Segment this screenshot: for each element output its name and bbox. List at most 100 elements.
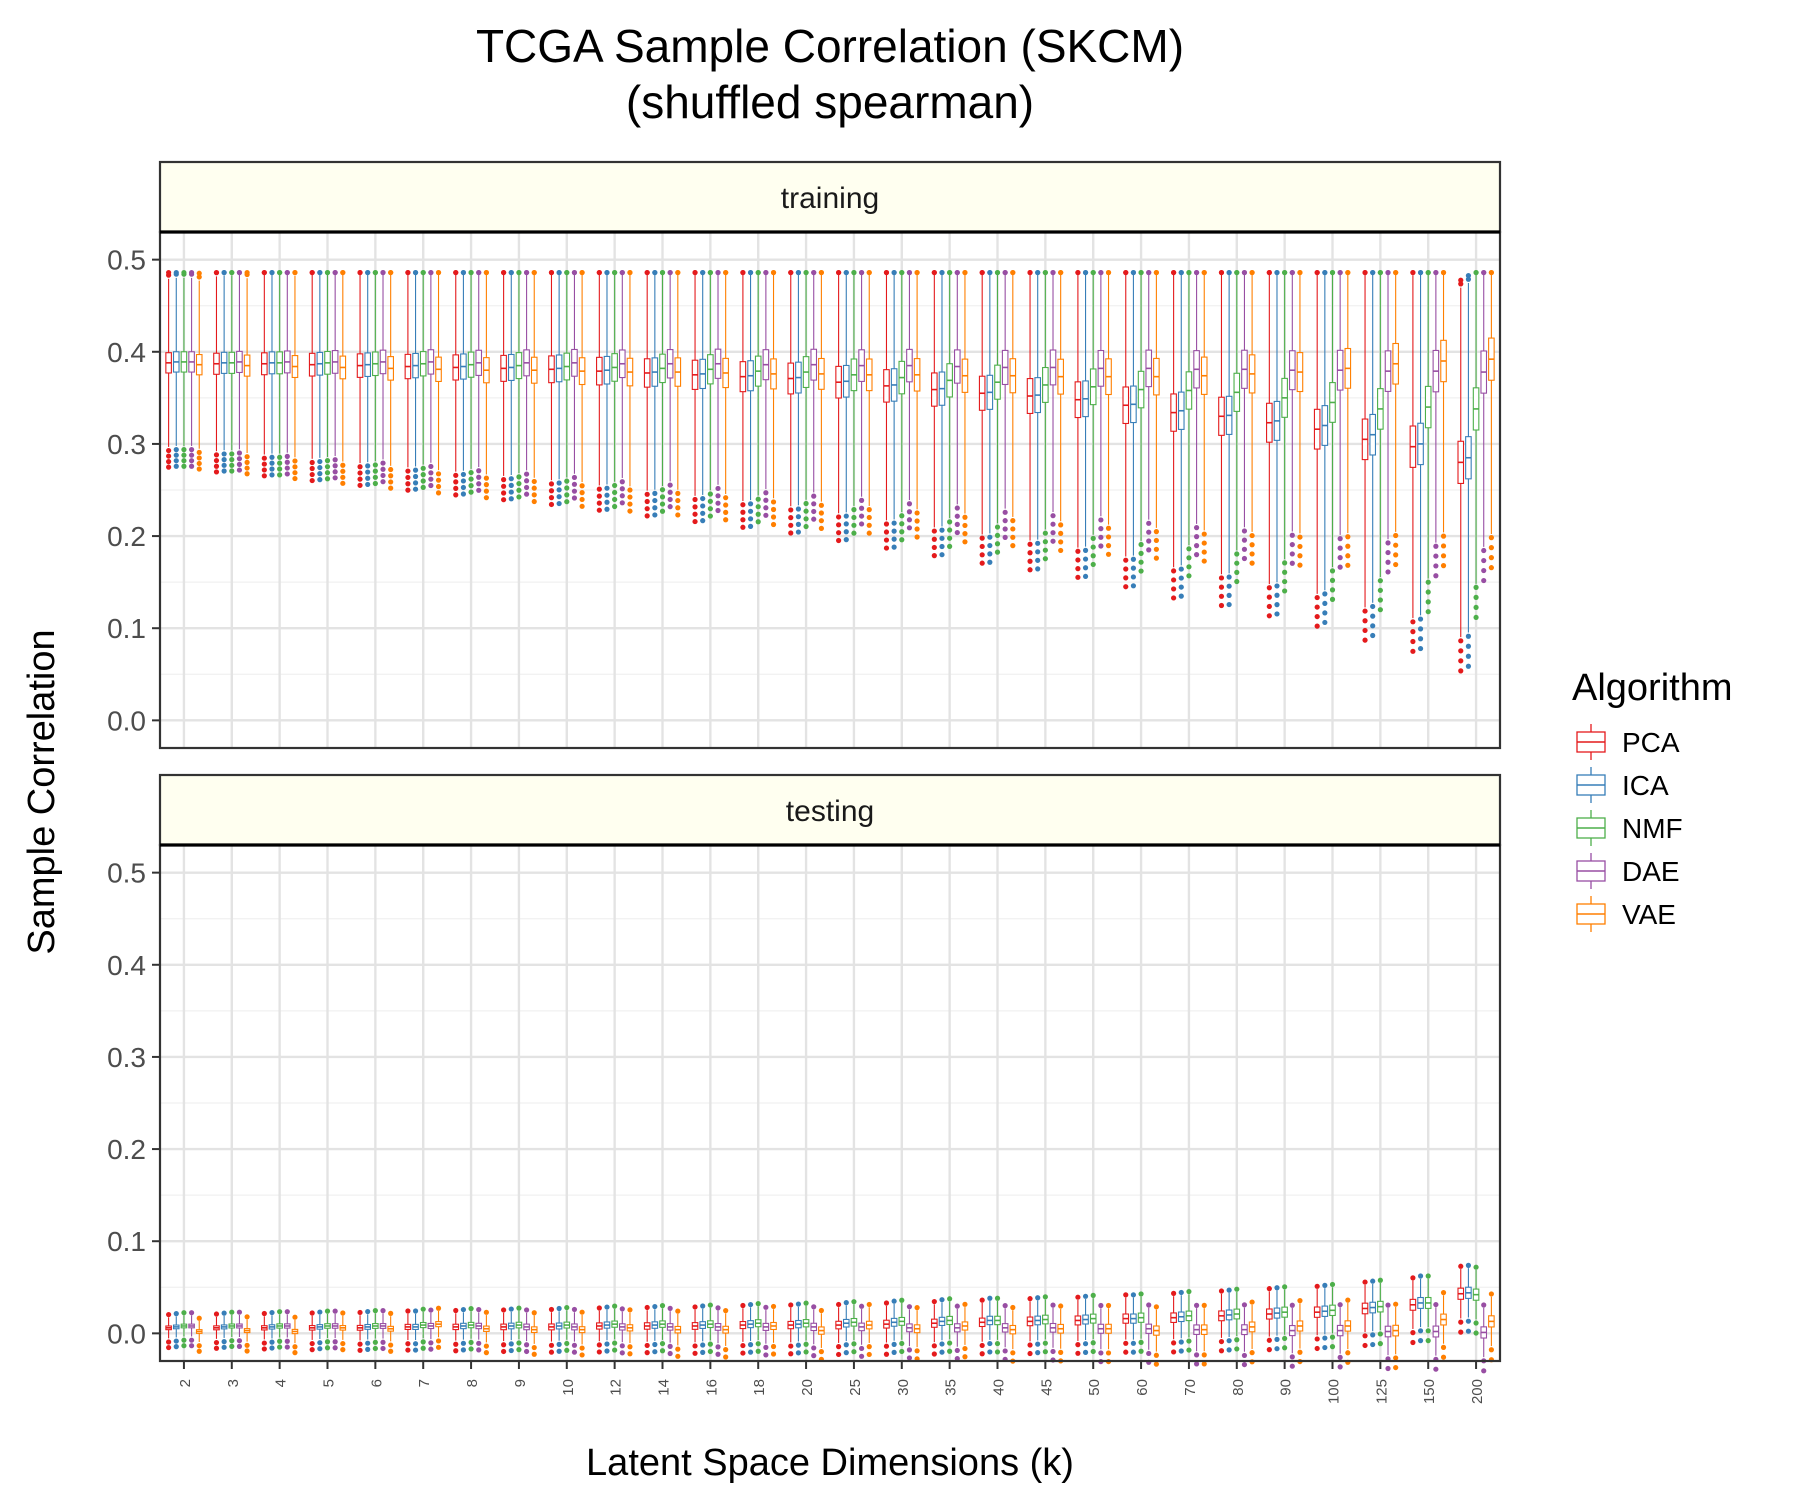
outlier-point [858,513,865,519]
outlier-point [652,490,658,496]
outlier-point [571,269,578,276]
outlier-point [954,1347,960,1354]
outlier-point [700,1342,706,1348]
box-vae-k200 [1488,269,1495,571]
outlier-point [357,1309,363,1316]
outlier-point [508,1341,514,1347]
outlier-point [236,450,243,456]
outlier-point [1010,269,1016,276]
outlier-point [1241,1361,1248,1368]
outlier-point [269,1345,275,1351]
outlier-point [803,269,809,276]
outlier-point [954,529,960,536]
outlier-point [715,500,721,506]
outlier-point [1082,269,1089,276]
box-nmf-k200 [1472,269,1480,621]
box-ica-k4 [268,269,276,478]
outlier-point [811,1345,817,1351]
outlier-point [747,501,754,507]
outlier-point [1186,564,1192,570]
outlier-point [811,269,817,276]
box-dae-k10 [571,269,578,501]
outlier-point [1458,277,1464,283]
outlier-point [196,455,202,461]
outlier-point [700,1349,706,1355]
box-dae-k150 [1432,1301,1440,1372]
box-pca-k25 [835,269,842,544]
outlier-point [692,269,698,276]
outlier-point [196,1315,202,1321]
box-nmf-k14 [659,1303,666,1354]
outlier-point [292,475,298,482]
outlier-point [277,472,283,478]
box-dae-k2 [188,269,195,469]
outlier-point [1082,556,1089,562]
outlier-point [1226,574,1232,580]
y-tick-label: 0.3 [107,429,146,460]
box-vae-k7 [435,1305,442,1350]
outlier-point [1082,1349,1089,1355]
outlier-point [476,269,482,276]
outlier-point [1090,1292,1096,1298]
outlier-point [604,506,610,512]
outlier-point [523,269,530,276]
outlier-point [858,1303,865,1309]
outlier-point [1289,1354,1295,1360]
outlier-point [277,460,283,466]
outlier-point [1178,584,1184,590]
outlier-point [1362,618,1368,624]
box-vae-k20 [818,269,825,531]
outlier-point [468,1339,474,1346]
outlier-point [899,537,905,543]
outlier-point [979,543,985,550]
outlier-point [1153,555,1159,561]
outlier-point [284,465,290,471]
box-dae-k7 [427,1307,435,1352]
outlier-point [1314,594,1320,601]
outlier-point [380,1308,386,1314]
outlier-point [1329,568,1336,574]
outlier-point [1186,269,1192,276]
box-vae-k4 [291,269,299,482]
outlier-point [476,481,482,487]
outlier-point [1362,1279,1368,1285]
outlier-point [1329,596,1336,602]
outlier-point [166,1339,172,1345]
box-nmf-k16 [707,269,714,519]
box-ica-k35 [938,1297,946,1355]
box-dae-k30 [906,1304,913,1361]
outlier-point [707,1302,713,1308]
outlier-point [1465,1328,1472,1334]
outlier-point [811,1304,817,1310]
outlier-point [292,1344,298,1350]
outlier-point [579,483,585,489]
outlier-point [1058,1303,1064,1309]
outlier-point [612,489,618,496]
outlier-point [906,525,913,531]
box-dae-k200 [1480,1302,1488,1374]
outlier-point [1249,269,1255,276]
outlier-point [483,1309,489,1315]
outlier-point [309,471,315,478]
outlier-point [309,459,315,466]
outlier-point [1123,584,1129,590]
box-nmf-k35 [946,269,953,549]
outlier-point [1274,1346,1280,1352]
strip-background [158,773,1502,847]
outlier-point [1458,1319,1464,1325]
outlier-point [659,501,666,507]
box-ica-k12 [603,269,611,512]
outlier-point [1425,589,1431,595]
outlier-point [987,551,993,557]
outlier-point [1171,577,1177,583]
outlier-point [818,1349,824,1355]
outlier-point [564,269,570,276]
outlier-point [1345,269,1351,276]
outlier-point [1105,1350,1112,1356]
box-nmf-k7 [419,269,427,490]
outlier-point [1234,551,1240,557]
outlier-point [715,1305,721,1311]
outlier-point [619,493,625,499]
box-vae-k45 [1057,269,1064,554]
outlier-point [453,485,459,491]
